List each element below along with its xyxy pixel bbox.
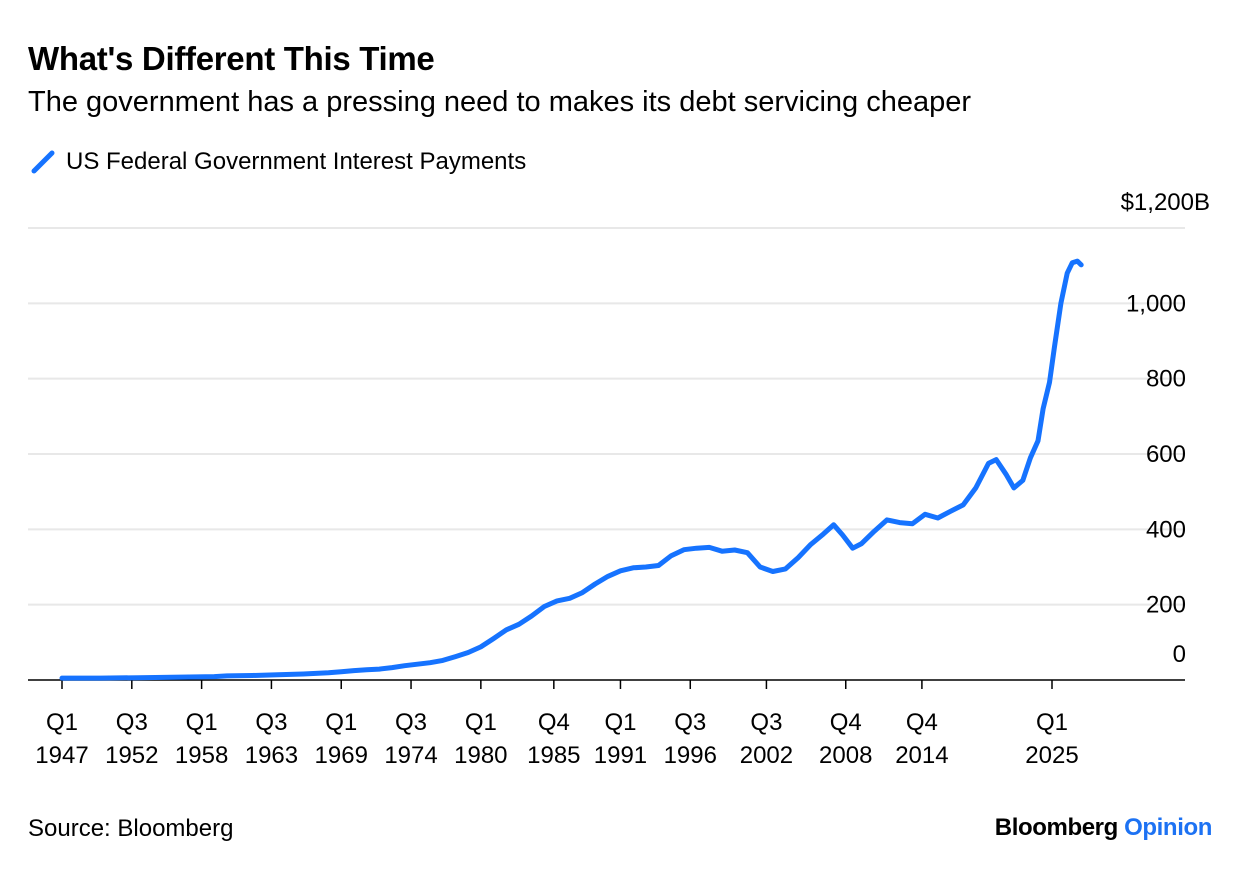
x-tick-label-year: 2008	[819, 742, 872, 769]
x-tick-label-year: 1947	[35, 742, 88, 769]
x-tick-label-year: 2014	[895, 742, 948, 769]
series-line	[59, 258, 1084, 681]
x-tick-label-quarter: Q1	[325, 709, 357, 736]
x-tick-label-year: 1974	[384, 742, 437, 769]
chart-subtitle: The government has a pressing need to ma…	[28, 86, 972, 118]
y-tick-label: $1,200B	[1121, 189, 1210, 216]
x-tick-label-year: 2002	[740, 742, 793, 769]
chart-title: What's Different This Time	[28, 40, 435, 77]
x-tick-label-quarter: Q3	[255, 709, 287, 736]
x-tick-label-quarter: Q4	[538, 709, 570, 736]
y-tick-label: 800	[1146, 366, 1186, 393]
x-tick-label-year: 1980	[454, 742, 507, 769]
y-tick-label: 600	[1146, 441, 1186, 468]
x-tick-label-quarter: Q3	[116, 709, 148, 736]
brand-section: Opinion	[1124, 814, 1212, 841]
x-tick-label-quarter: Q1	[186, 709, 218, 736]
x-tick-label-quarter: Q3	[674, 709, 706, 736]
x-tick-label-year: 1963	[245, 742, 298, 769]
x-tick-label-year: 2025	[1025, 742, 1078, 769]
x-tick-label-year: 1985	[527, 742, 580, 769]
x-tick-label-quarter: Q1	[1036, 709, 1068, 736]
x-tick-label-year: 1996	[664, 742, 717, 769]
x-tick-label-year: 1952	[105, 742, 158, 769]
x-tick-label-year: 1958	[175, 742, 228, 769]
x-tick-label-year: 1969	[315, 742, 368, 769]
brand-name: Bloomberg	[994, 814, 1118, 841]
x-tick-label-quarter: Q3	[395, 709, 427, 736]
y-tick-label: 400	[1146, 516, 1186, 543]
x-tick-label-quarter: Q4	[830, 709, 862, 736]
y-tick-label: 1,000	[1126, 290, 1186, 317]
x-tick-label-quarter: Q1	[46, 709, 78, 736]
source-note: Source: Bloomberg	[28, 815, 234, 842]
x-tick-label-quarter: Q1	[465, 709, 497, 736]
y-tick-label: 200	[1146, 592, 1186, 619]
x-tick-label-quarter: Q1	[604, 709, 636, 736]
x-tick-label-year: 1991	[594, 742, 647, 769]
legend: US Federal Government Interest Payments	[30, 148, 526, 176]
legend-swatch-icon	[31, 150, 55, 174]
x-tick-label-quarter: Q4	[906, 709, 938, 736]
y-tick-label: 0	[1173, 641, 1186, 668]
legend-label: US Federal Government Interest Payments	[66, 148, 527, 175]
x-tick-label-quarter: Q3	[750, 709, 782, 736]
brand-logo: Bloomberg Opinion	[994, 814, 1213, 842]
